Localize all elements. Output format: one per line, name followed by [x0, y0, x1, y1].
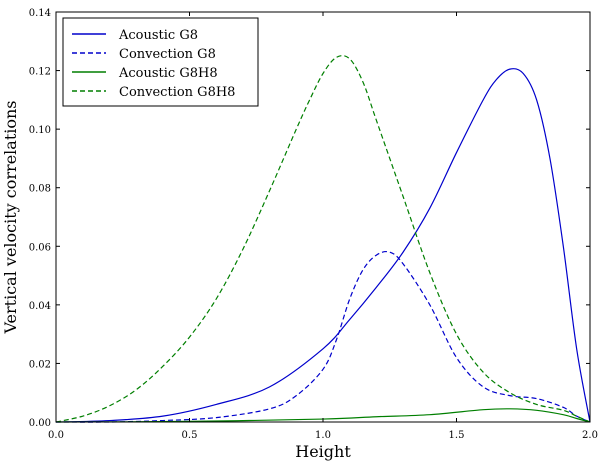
- y-tick-label: 0.04: [29, 301, 51, 312]
- series-line-acoustic-g8: [55, 68, 591, 423]
- y-tick-label: 0.00: [29, 418, 51, 429]
- y-axis-label: Vertical velocity correlations: [1, 100, 20, 334]
- x-tick-label: 1.0: [315, 430, 331, 441]
- series-line-convection-g8h8: [55, 55, 591, 423]
- y-tick-label: 0.10: [29, 125, 51, 136]
- x-axis-label: Height: [295, 442, 351, 461]
- legend-label: Convection G8H8: [119, 85, 235, 100]
- legend-label: Convection G8: [119, 47, 216, 62]
- y-tick-label: 0.12: [29, 67, 51, 78]
- series-lines: [55, 55, 591, 423]
- y-tick-label: 0.14: [29, 8, 51, 19]
- series-line-convection-g8: [55, 250, 591, 423]
- y-tick-label: 0.02: [29, 359, 51, 370]
- y-tick-label: 0.08: [29, 184, 51, 195]
- x-tick-label: 2.0: [582, 430, 598, 441]
- legend-label: Acoustic G8H8: [118, 66, 218, 81]
- x-tick-label: 0.5: [182, 430, 198, 441]
- x-tick-label: 1.5: [449, 430, 465, 441]
- axis-ticks: 0.0 0.5 1.0 1.5 2.0 0.00 0.02 0.04 0.06 0.08 0.10 0…: [29, 8, 598, 441]
- legend-label: Acoustic G8: [118, 28, 198, 43]
- legend: Acoustic G8 Convection G8 Acoustic G8H8 Con…: [62, 17, 259, 107]
- series-line-acoustic-g8h8: [55, 408, 591, 423]
- x-tick-label: 0.0: [48, 430, 64, 441]
- y-tick-label: 0.06: [29, 242, 51, 253]
- legend-box: [62, 17, 259, 107]
